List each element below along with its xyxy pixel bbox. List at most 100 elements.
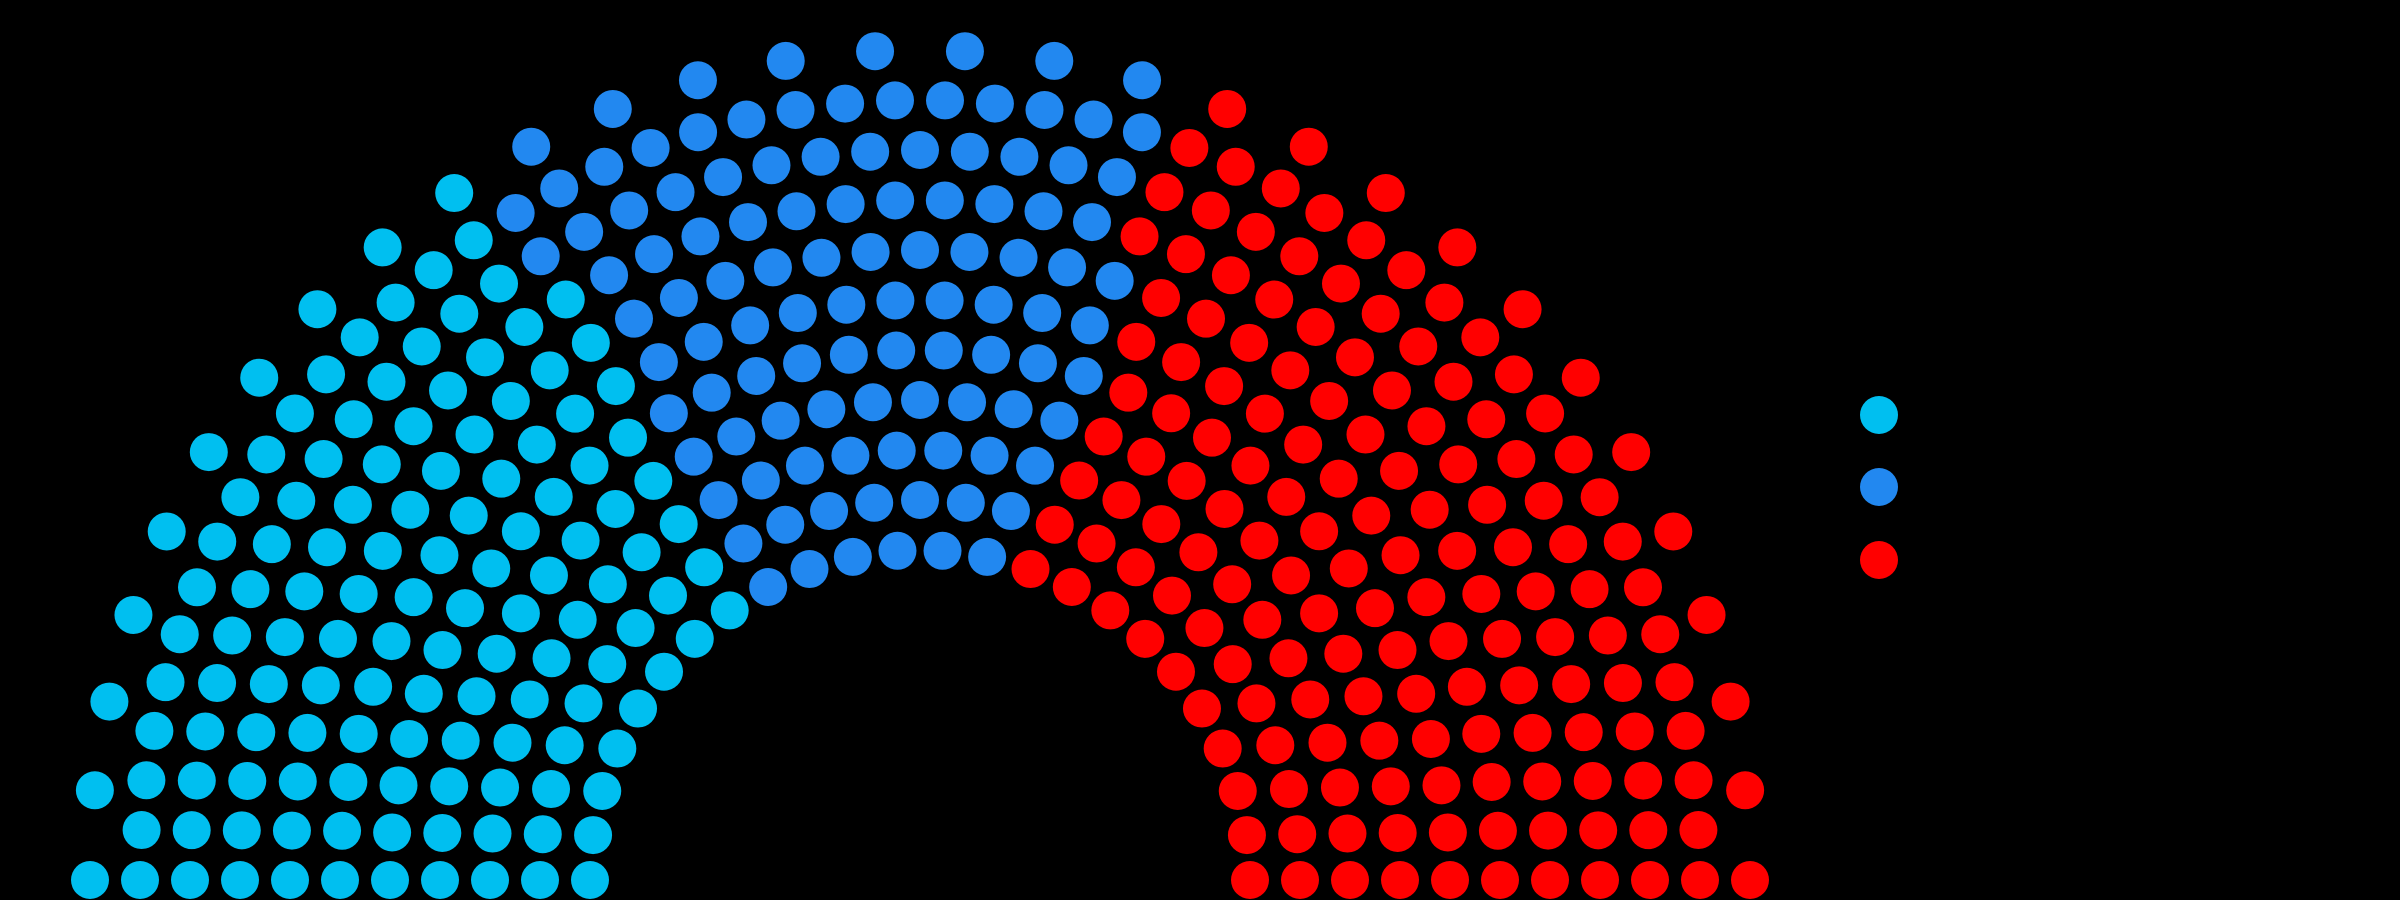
seat[interactable] [90, 682, 129, 721]
seat[interactable] [1040, 401, 1079, 440]
seat[interactable] [390, 720, 429, 758]
seat[interactable] [1674, 761, 1713, 800]
legend-item-group-3[interactable] [1860, 540, 1916, 580]
seat[interactable] [1156, 652, 1195, 691]
seat[interactable] [75, 771, 114, 810]
seat[interactable] [1329, 549, 1368, 588]
seat[interactable] [571, 861, 609, 899]
seat[interactable] [198, 664, 237, 703]
seat[interactable] [1035, 505, 1074, 544]
seat[interactable] [298, 290, 337, 329]
seat[interactable] [1018, 344, 1057, 383]
seat[interactable] [1278, 815, 1317, 854]
seat[interactable] [480, 264, 519, 303]
seat[interactable] [1371, 767, 1410, 806]
seat[interactable] [414, 251, 453, 290]
seat[interactable] [1579, 811, 1618, 850]
seat[interactable] [1300, 512, 1339, 551]
seat[interactable] [1324, 634, 1363, 673]
seat[interactable] [477, 634, 516, 673]
seat[interactable] [1687, 595, 1726, 634]
seat[interactable] [339, 714, 378, 753]
seat[interactable] [321, 861, 359, 899]
seat[interactable] [731, 306, 770, 345]
seat[interactable] [1227, 816, 1266, 855]
seat[interactable] [505, 307, 544, 346]
seat[interactable] [186, 712, 225, 751]
seat[interactable] [1554, 435, 1593, 474]
seat[interactable] [704, 158, 743, 197]
seat[interactable] [856, 32, 895, 71]
seat[interactable] [362, 445, 401, 484]
seat[interactable] [285, 572, 324, 611]
seat[interactable] [946, 483, 985, 522]
seat[interactable] [659, 278, 698, 317]
seat[interactable] [147, 512, 186, 551]
seat[interactable] [1524, 481, 1563, 520]
seat[interactable] [1411, 720, 1450, 758]
seat[interactable] [376, 283, 415, 322]
seat[interactable] [473, 814, 512, 853]
seat[interactable] [876, 181, 915, 220]
seat[interactable] [510, 680, 549, 719]
seat[interactable] [1500, 666, 1539, 705]
seat[interactable] [1380, 451, 1419, 490]
seat[interactable] [482, 459, 521, 498]
seat[interactable] [265, 618, 304, 657]
seat[interactable] [1308, 723, 1347, 762]
seat[interactable] [1438, 228, 1477, 267]
seat[interactable] [833, 537, 872, 576]
seat[interactable] [379, 766, 418, 805]
seat[interactable] [588, 565, 627, 604]
seat[interactable] [635, 235, 674, 274]
seat[interactable] [307, 355, 346, 394]
seat[interactable] [631, 128, 670, 167]
seat[interactable] [512, 127, 551, 166]
seat[interactable] [373, 813, 412, 852]
seat[interactable] [421, 861, 459, 899]
seat[interactable] [1070, 306, 1109, 345]
seat[interactable] [1581, 861, 1619, 899]
seat[interactable] [457, 677, 496, 716]
seat[interactable] [1378, 813, 1417, 852]
seat[interactable] [659, 505, 698, 544]
seat[interactable] [901, 131, 939, 169]
seat[interactable] [252, 525, 291, 564]
seat[interactable] [532, 770, 571, 809]
seat[interactable] [876, 281, 915, 320]
seat[interactable] [1205, 367, 1244, 406]
seat[interactable] [272, 811, 311, 850]
seat[interactable] [827, 285, 866, 324]
seat[interactable] [420, 536, 459, 575]
seat[interactable] [1355, 589, 1394, 628]
seat[interactable] [1347, 221, 1386, 260]
seat[interactable] [404, 674, 443, 713]
seat[interactable] [172, 811, 211, 850]
seat[interactable] [761, 401, 800, 440]
seat[interactable] [571, 323, 610, 362]
seat[interactable] [122, 811, 161, 850]
seat[interactable] [710, 591, 749, 630]
seat[interactable] [1588, 616, 1627, 655]
seat[interactable] [135, 711, 174, 750]
seat[interactable] [588, 645, 627, 684]
seat[interactable] [394, 407, 433, 446]
seat[interactable] [945, 32, 984, 71]
seat[interactable] [675, 619, 714, 658]
seat[interactable] [1213, 645, 1252, 684]
seat[interactable] [681, 217, 720, 256]
seat[interactable] [1269, 770, 1308, 809]
seat[interactable] [777, 192, 816, 231]
seat[interactable] [1580, 478, 1619, 517]
seat[interactable] [1182, 689, 1221, 728]
seat[interactable] [826, 84, 865, 123]
seat[interactable] [278, 762, 317, 801]
seat[interactable] [851, 132, 890, 171]
seat[interactable] [561, 521, 600, 560]
seat[interactable] [1152, 394, 1191, 433]
seat[interactable] [231, 570, 270, 609]
seat[interactable] [1127, 437, 1166, 476]
seat[interactable] [1381, 536, 1420, 575]
seat[interactable] [1624, 761, 1663, 800]
seat[interactable] [1305, 193, 1344, 232]
